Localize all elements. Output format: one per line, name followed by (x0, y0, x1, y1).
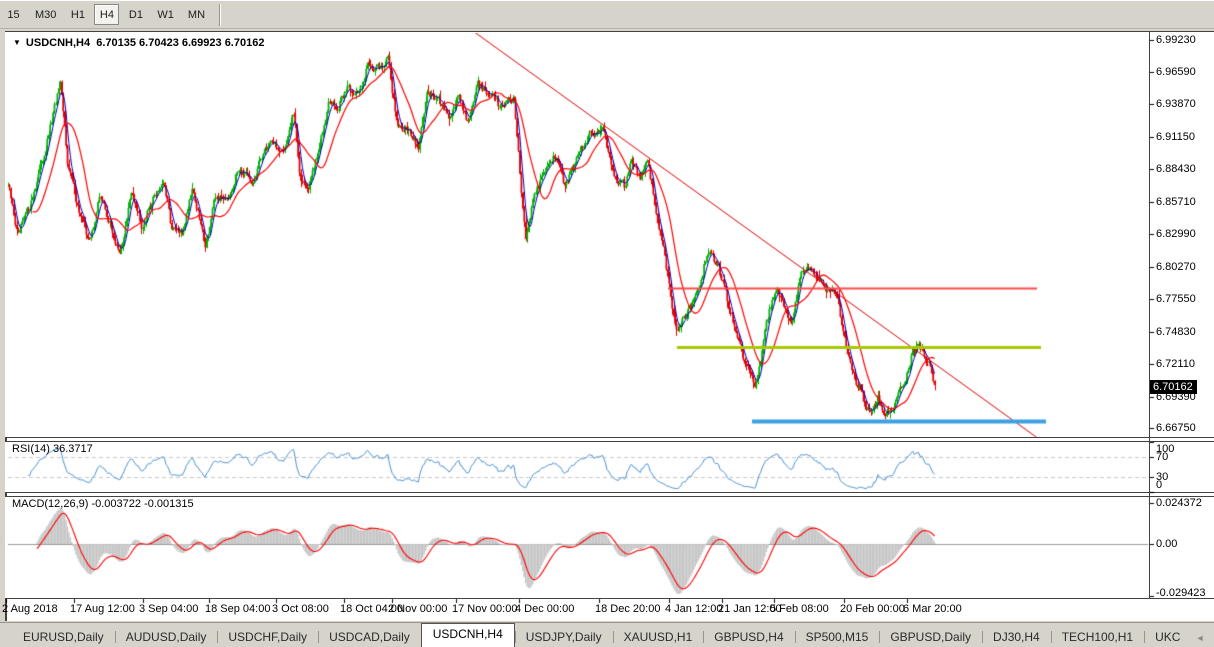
time-tick-label: 6 Mar 20:00 (903, 603, 962, 615)
time-tick-label: 3 Oct 08:00 (272, 603, 329, 615)
chart-tab-tech100[interactable]: TECH100,H1 (1050, 627, 1144, 647)
timeframe-button-h4[interactable]: H4 (94, 4, 120, 25)
time-tick-label: 4 Dec 00:00 (515, 603, 575, 615)
time-tick-label: 5 Feb 08:00 (770, 603, 829, 615)
time-tick-label: 17 Nov 00:00 (452, 603, 518, 615)
timeframe-button-d1[interactable]: D1 (128, 8, 143, 21)
timeframe-toolbar: 15 M30 H1 H4 D1 W1 MN (0, 0, 1214, 29)
price-tick-label: 6.91150 (1156, 130, 1195, 143)
price-tick-label: 6.93870 (1156, 98, 1196, 111)
chart-tab-gbpusd[interactable]: GBPUSD,Daily (879, 627, 982, 647)
timeframe-button-15[interactable]: 15 (7, 8, 20, 21)
price-axis-divider (1149, 31, 1150, 599)
chart-tab-usdjpy[interactable]: USDJPY,Daily (514, 627, 613, 647)
rsi-indicator-panel[interactable] (5, 441, 1214, 493)
chart-tabbar: EURUSD,Daily AUDUSD,Daily USDCHF,Daily USDC… (0, 622, 1214, 647)
chart-tab-usdcnh[interactable]: USDCNH,H4 (420, 623, 515, 647)
timeframe-button-w1[interactable]: W1 (157, 8, 174, 21)
timeframe-button-h1[interactable]: H1 (70, 8, 85, 21)
price-tick-label: 6.96590 (1156, 65, 1196, 78)
price-tick-label: 6.88430 (1156, 163, 1196, 176)
timeframe-buttons: 15 M30 H1 H4 D1 W1 MN (1, 4, 214, 25)
macd-tick-label: 0.00 (1156, 538, 1178, 550)
price-tick-label: 6.85710 (1156, 195, 1196, 208)
tab-scroll-left-icon[interactable]: ◄ (1195, 633, 1205, 643)
price-tick-label: 6.66750 (1156, 422, 1196, 435)
rsi-tick-label: 0 (1156, 479, 1163, 491)
time-tick-label: 18 Sep 04:00 (205, 603, 271, 615)
tab-scroll-arrows: ◄ ► (1191, 633, 1214, 647)
time-tick-label: 18 Dec 20:00 (595, 603, 661, 615)
chart-tab-dj30[interactable]: DJ30,H4 (982, 627, 1051, 647)
price-tick-label: 6.77550 (1156, 293, 1196, 306)
chart-tab-gbpusd[interactable]: GBPUSD,H4 (703, 627, 794, 647)
time-tick-label: 20 Feb 00:00 (840, 603, 905, 615)
chart-tab-usdcad[interactable]: USDCAD,Daily (318, 627, 421, 647)
timeframe-button-mn[interactable]: MN (187, 8, 206, 21)
chart-tab-xauusd[interactable]: XAUUSD,H1 (612, 627, 704, 647)
price-tick-label: 6.99230 (1156, 34, 1196, 46)
time-tick-label: 2 Aug 2018 (2, 603, 58, 615)
rsi-tick-label: 70 (1156, 451, 1169, 463)
price-tick-label: 6.82990 (1156, 228, 1196, 241)
collapse-triangle-icon[interactable]: ▼ (13, 38, 21, 47)
rsi-label: RSI(14) 36.3717 (12, 443, 93, 455)
time-tick-label: 17 Aug 12:00 (70, 603, 135, 615)
chart-tab-usdchf[interactable]: USDCHF,Daily (217, 627, 318, 647)
macd-label: MACD(12,26,9) -0.003722 -0.001315 (12, 498, 194, 510)
chart-title: ▼ USDCNH,H4 6.70135 6.70423 6.69923 6.701… (13, 37, 264, 49)
chart-tab-ukc[interactable]: UKC (1144, 627, 1191, 647)
chart-tab-audusd[interactable]: AUDUSD,Daily (114, 627, 218, 647)
price-tick-label: 6.72110 (1156, 358, 1195, 370)
macd-tick-label: 0.024372 (1156, 497, 1202, 509)
price-tick-label: 6.80270 (1156, 260, 1196, 273)
time-tick-label: 3 Sep 04:00 (139, 603, 199, 615)
macd-indicator-panel[interactable] (5, 496, 1214, 599)
chart-tab-sp500[interactable]: SP500,M15 (794, 627, 880, 647)
time-tick-label: 4 Jan 12:00 (665, 603, 723, 615)
chart-symbol: USDCNH,H4 (25, 37, 91, 49)
price-tick-label: 6.74830 (1156, 325, 1196, 338)
chart-ohlc-values: 6.70135 6.70423 6.69923 6.70162 (96, 37, 265, 49)
timeframe-button-m30[interactable]: M30 (35, 8, 57, 21)
price-chart-panel[interactable] (5, 31, 1214, 438)
time-tick-label: 2 Nov 00:00 (388, 603, 448, 615)
current-price-badge: 6.70162 (1150, 380, 1197, 395)
chart-tabs: EURUSD,Daily AUDUSD,Daily USDCHF,Daily USDC… (12, 623, 1191, 647)
macd-tick-label: -0.029423 (1156, 587, 1206, 599)
toolbar-separator (219, 3, 222, 26)
chart-tab-eurusd[interactable]: EURUSD,Daily (23, 630, 104, 644)
